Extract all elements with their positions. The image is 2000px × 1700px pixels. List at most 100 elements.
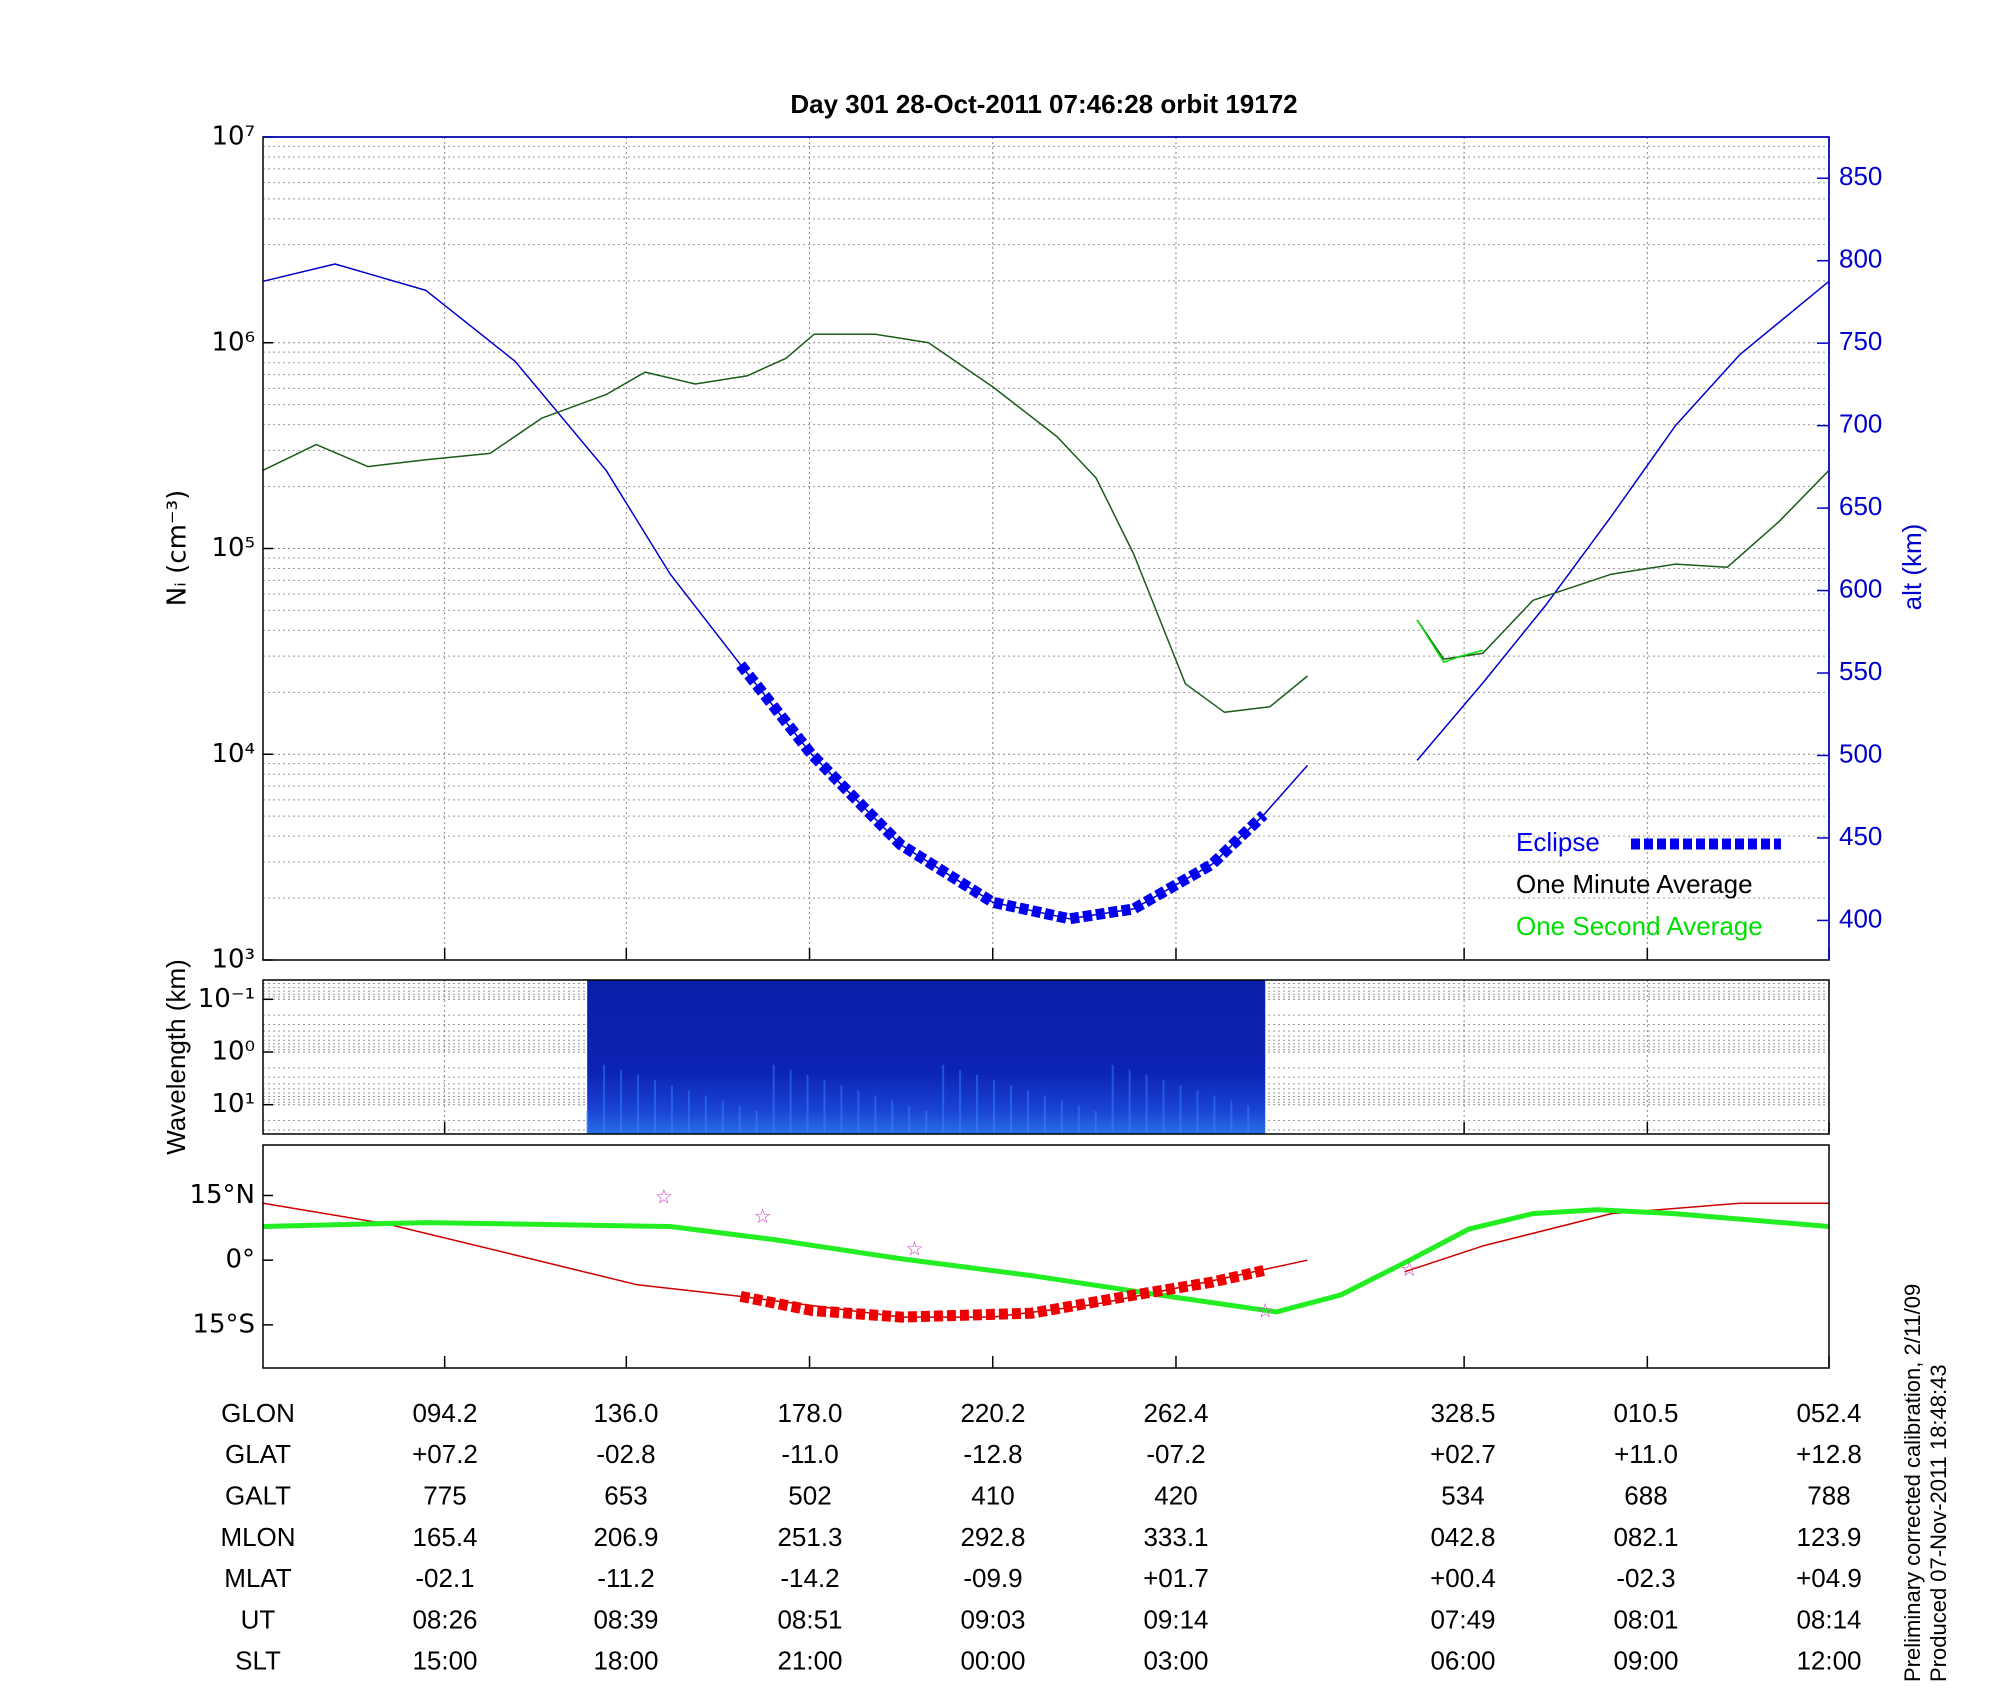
y-tick-label: 10³ <box>211 945 255 975</box>
star-marker: ☆ <box>655 1185 673 1209</box>
cell: 262.4 <box>1143 1398 1208 1428</box>
cell: 653 <box>604 1480 647 1510</box>
cell: 094.2 <box>412 1398 477 1428</box>
cell: +11.0 <box>1614 1439 1678 1469</box>
cell: 206.9 <box>593 1522 658 1552</box>
y2-tick-label: 600 <box>1839 573 1882 603</box>
legend-label: Eclipse <box>1516 827 1600 857</box>
y2-tick-label: 400 <box>1839 903 1882 933</box>
row-label: MLAT <box>224 1563 292 1593</box>
note: Produced 07-Nov-2011 18:48:43 <box>1926 1364 1951 1682</box>
cell: 08:26 <box>412 1604 477 1634</box>
y-tick-label: 10¹ <box>211 1089 255 1119</box>
cell: 09:14 <box>1143 1604 1208 1634</box>
y2-axis-label: alt (km) <box>1897 524 1927 611</box>
row-label: GALT <box>225 1480 291 1510</box>
cell: +00.4 <box>1430 1563 1496 1593</box>
cell: -09.9 <box>963 1563 1022 1593</box>
cell: 042.8 <box>1430 1522 1495 1552</box>
cell: 08:01 <box>1613 1604 1678 1634</box>
cell: +12.8 <box>1796 1439 1862 1469</box>
cell: -02.3 <box>1616 1563 1675 1593</box>
row-label: GLON <box>221 1398 295 1428</box>
cell: 08:39 <box>593 1604 658 1634</box>
cell: -12.8 <box>963 1439 1022 1469</box>
cell: 15:00 <box>412 1646 477 1676</box>
chart-title: Day 301 28-Oct-2011 07:46:28 orbit 19172 <box>790 89 1297 119</box>
cell: 00:00 <box>960 1646 1025 1676</box>
cell: 410 <box>971 1480 1014 1510</box>
series-line <box>1416 619 1484 663</box>
y2-tick-label: 750 <box>1839 326 1882 356</box>
cell: 178.0 <box>777 1398 842 1428</box>
cell: -11.2 <box>597 1563 654 1593</box>
cell: 775 <box>423 1480 466 1510</box>
y-tick-label: 10⁵ <box>211 533 255 563</box>
star-marker: ☆ <box>1400 1257 1418 1281</box>
cell: 07:49 <box>1430 1604 1495 1634</box>
cell: 292.8 <box>960 1522 1025 1552</box>
y2-tick-label: 800 <box>1839 244 1882 274</box>
cell: +01.7 <box>1143 1563 1209 1593</box>
cell: 788 <box>1807 1480 1850 1510</box>
y-tick-label: 15°S <box>192 1309 255 1339</box>
cell: 09:03 <box>960 1604 1025 1634</box>
track-line <box>739 1265 1265 1323</box>
row-label: MLON <box>220 1522 295 1552</box>
cell: 688 <box>1624 1480 1667 1510</box>
cell: 21:00 <box>777 1646 842 1676</box>
row-label: UT <box>241 1604 276 1634</box>
cell: 06:00 <box>1430 1646 1495 1676</box>
cell: 052.4 <box>1796 1398 1861 1428</box>
plot-area <box>263 1145 1829 1368</box>
cell: 12:00 <box>1796 1646 1861 1676</box>
y-tick-label: 10⁶ <box>211 327 255 357</box>
y-tick-label: 10⁰ <box>211 1037 255 1067</box>
cell: -02.1 <box>415 1563 474 1593</box>
y2-tick-label: 650 <box>1839 491 1882 521</box>
cell: 534 <box>1441 1480 1484 1510</box>
cell: -11.0 <box>781 1439 838 1469</box>
cell: 08:14 <box>1796 1604 1861 1634</box>
cell: -14.2 <box>780 1563 839 1593</box>
cell: +04.9 <box>1796 1563 1862 1593</box>
row-label: SLT <box>235 1646 281 1676</box>
note: Preliminary corrected calibration, 2/11/… <box>1900 1284 1925 1682</box>
y2-tick-label: 500 <box>1839 738 1882 768</box>
y2-tick-label: 450 <box>1839 821 1882 851</box>
star-marker: ☆ <box>1256 1298 1274 1322</box>
star-marker: ☆ <box>905 1236 923 1260</box>
cell: 220.2 <box>960 1398 1025 1428</box>
y-tick-label: 10⁻¹ <box>198 984 255 1014</box>
series-line <box>736 661 1268 925</box>
y2-tick-label: 550 <box>1839 656 1882 686</box>
legend-label: One Minute Average <box>1516 869 1753 899</box>
cell: 251.3 <box>777 1522 842 1552</box>
y-tick-label: 10⁷ <box>211 122 255 152</box>
cell: 082.1 <box>1613 1522 1678 1552</box>
y-tick-label: 0° <box>225 1245 255 1275</box>
cell: +07.2 <box>412 1439 478 1469</box>
star-marker: ☆ <box>754 1204 772 1228</box>
cell: 165.4 <box>412 1522 477 1552</box>
cell: 328.5 <box>1430 1398 1495 1428</box>
track-line <box>262 1207 1830 1315</box>
cell: 420 <box>1154 1480 1197 1510</box>
cell: 010.5 <box>1613 1398 1678 1428</box>
y-tick-label: 10⁴ <box>211 739 255 769</box>
y2-tick-label: 700 <box>1839 409 1882 439</box>
row-label: GLAT <box>225 1439 291 1469</box>
cell: 08:51 <box>777 1604 842 1634</box>
spectrogram <box>587 980 1266 1134</box>
y2-tick-label: 850 <box>1839 161 1882 191</box>
cell: 09:00 <box>1613 1646 1678 1676</box>
cell: 18:00 <box>593 1646 658 1676</box>
cell: -07.2 <box>1146 1439 1205 1469</box>
y-axis-label: Wavelength (km) <box>161 959 191 1155</box>
cell: 03:00 <box>1143 1646 1208 1676</box>
cell: -02.8 <box>596 1439 655 1469</box>
legend-label: One Second Average <box>1516 911 1763 941</box>
cell: 502 <box>788 1480 831 1510</box>
